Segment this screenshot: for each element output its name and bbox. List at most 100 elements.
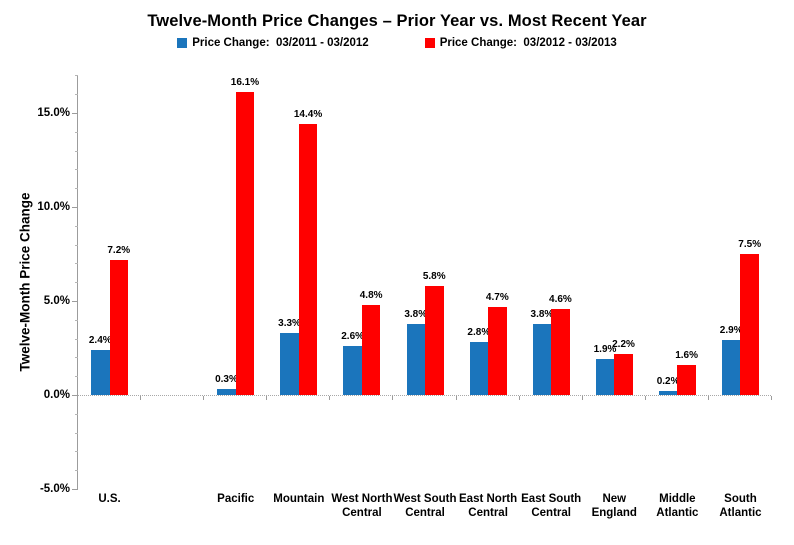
y-axis-minor-tick (75, 357, 78, 359)
bar-prior-year (721, 340, 741, 395)
zero-gridline (78, 395, 771, 396)
bar-prior-year (280, 332, 299, 395)
y-axis-tick (72, 113, 78, 114)
y-axis-tick (72, 395, 78, 396)
y-axis-minor-tick (75, 338, 78, 340)
bar-prior-year (91, 349, 110, 395)
bar-recent-year (298, 124, 318, 395)
x-axis-category-label: U.S. (98, 493, 121, 505)
bar-value-label: 1.6% (675, 349, 698, 361)
bar-prior-year (595, 359, 615, 395)
bar-value-label: 4.8% (359, 289, 383, 301)
bar-recent-year (235, 92, 255, 395)
x-axis-tick (518, 396, 520, 400)
legend-label-recent-year: Price Change: 03/2012 - 03/2013 (439, 37, 617, 49)
bar-value-label: 2.8% (467, 327, 491, 339)
y-axis-tick-label: 5.0% (43, 295, 70, 307)
bar-prior-year (343, 346, 362, 395)
x-axis-tick (392, 396, 394, 400)
plot-area: 15.0% 10.0% 5.0% 0.0% -5.0% 2.4% 0.3% 3.3% 2.6% 3… (37, 75, 772, 519)
x-axis-tick (581, 396, 583, 400)
x-axis-category-label: West North Central (331, 493, 393, 519)
y-axis-tick (72, 207, 78, 208)
y-axis-tick (72, 301, 78, 302)
x-axis-tick (203, 396, 205, 400)
bar-value-label: 4.7% (485, 291, 509, 303)
y-axis-minor-tick (75, 432, 78, 434)
x-axis-category-label: East North Central (459, 493, 518, 519)
y-axis-minor-tick (75, 169, 78, 171)
x-axis-tick (140, 396, 142, 400)
bar-recent-year (614, 353, 633, 395)
bar-value-label: 14.4% (293, 109, 323, 121)
y-axis-minor-tick (75, 282, 78, 284)
x-axis-tick (707, 396, 709, 400)
bar-recent-year (425, 285, 444, 395)
x-axis-tick (771, 396, 772, 400)
bar-value-label: 2.6% (341, 331, 365, 343)
x-axis-category-label: West South Central (393, 493, 457, 519)
legend-item-prior-year: Price Change: 03/2011 - 03/2012 (177, 37, 369, 49)
y-axis-minor-tick (75, 470, 78, 472)
x-axis-tick (455, 396, 457, 400)
x-axis-category-label: Mountain (273, 493, 325, 505)
bar-recent-year (488, 306, 507, 395)
y-axis-minor-tick (75, 188, 78, 190)
x-axis-tick (266, 396, 268, 400)
bar-value-label: 7.2% (107, 244, 131, 256)
y-axis-minor-tick (75, 94, 78, 96)
x-axis-category-label: East South Central (521, 493, 582, 519)
y-axis-minor-tick (75, 75, 78, 77)
legend-swatch-blue-icon (177, 38, 188, 48)
x-axis-category-label: Pacific (217, 493, 255, 505)
legend-swatch-red-icon (424, 38, 435, 48)
bar-value-label: 2.2% (612, 338, 635, 350)
y-axis-minor-tick (75, 225, 78, 227)
y-axis-minor-tick (75, 319, 78, 321)
bar-value-label: 16.1% (230, 77, 260, 89)
y-axis-tick-label: 15.0% (37, 107, 70, 119)
bar-recent-year (740, 254, 759, 395)
y-axis-tick-label: -5.0% (39, 483, 70, 495)
bar-value-label: 0.3% (215, 374, 238, 386)
y-axis-tick-label: 10.0% (37, 201, 70, 213)
y-axis-minor-tick (75, 131, 78, 133)
x-axis-category-label: New England (591, 493, 637, 519)
legend-label-prior-year: Price Change: 03/2011 - 03/2012 (192, 37, 369, 49)
bar-recent-year (551, 308, 570, 395)
chart-title: Twelve-Month Price Changes – Prior Year … (147, 12, 647, 30)
bar-value-label: 3.3% (278, 317, 301, 329)
bar-prior-year (217, 389, 236, 395)
bar-value-label: 1.9% (593, 344, 617, 356)
y-axis-minor-tick (75, 376, 78, 378)
bar-prior-year (406, 323, 425, 395)
x-axis-category-label: Middle Atlantic (656, 493, 699, 519)
y-axis-minor-tick (75, 244, 78, 246)
bar-recent-year (361, 304, 381, 395)
x-axis-tick (644, 396, 646, 400)
bar-recent-year (677, 364, 696, 395)
bar-prior-year (658, 391, 678, 395)
bar-value-label: 2.4% (88, 334, 112, 346)
bar-value-label: 3.8% (404, 308, 428, 320)
legend: Price Change: 03/2011 - 03/2012 Price Ch… (0, 37, 794, 49)
bar-recent-year (109, 259, 129, 395)
legend-item-recent-year: Price Change: 03/2012 - 03/2013 (424, 37, 617, 49)
y-axis-tick (72, 489, 78, 490)
y-axis-minor-tick (75, 150, 78, 152)
y-axis-minor-tick (75, 413, 78, 415)
bar-value-label: 7.5% (738, 239, 762, 250)
y-axis-minor-tick (75, 263, 78, 265)
bar-value-label: 5.8% (422, 270, 446, 282)
x-axis-tick (329, 396, 331, 400)
bar-value-label: 4.6% (549, 293, 572, 305)
y-axis-minor-tick (75, 451, 78, 453)
y-axis-tick-label: 0.0% (43, 389, 70, 401)
bar-prior-year (532, 323, 552, 395)
bar-prior-year (469, 342, 489, 395)
y-axis-title: Twelve-Month Price Change (17, 192, 33, 372)
x-axis-category-label: South Atlantic (719, 493, 762, 519)
bar-value-label: 3.8% (530, 308, 554, 320)
bar-value-label: 0.2% (656, 376, 680, 388)
